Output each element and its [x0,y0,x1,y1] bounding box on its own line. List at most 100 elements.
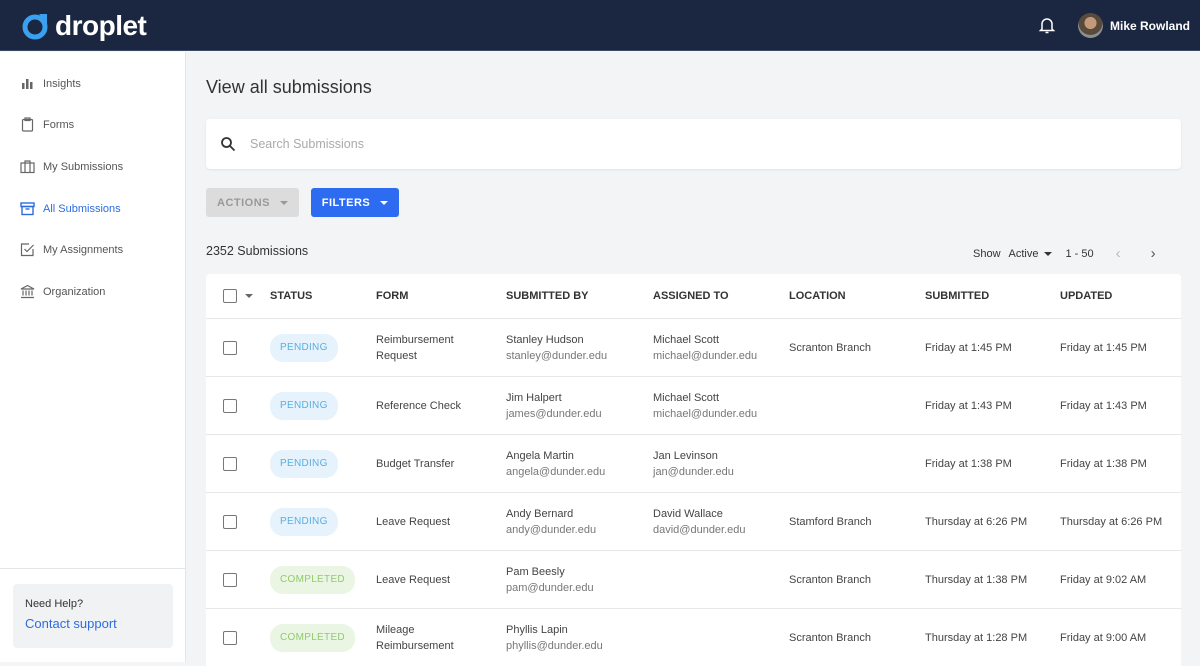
submitted-by-name: Angela Martin [506,449,574,462]
next-page-icon[interactable]: › [1150,245,1156,262]
form-name: Mileage Reimbursement [376,623,454,652]
sidebar-item-label: My Submissions [43,160,124,173]
user-name: Mike Rowland [1110,18,1191,33]
submitted-by-name: Pam Beesly [506,565,565,578]
column-header[interactable]: UPDATED [1060,290,1113,302]
prev-page-icon[interactable]: ‹ [1115,245,1121,262]
assigned-to-email: michael@dunder.edu [653,349,758,362]
app-name: droplet [55,10,147,41]
assigned-to-name: David Wallace [653,507,723,520]
form-name: Leave Request [376,515,450,528]
show-value: Active [1008,247,1039,260]
submitted-by-email: andy@dunder.edu [506,523,597,536]
top-bar: droplet Mike Rowland [0,0,1200,51]
column-header[interactable]: FORM [376,290,409,302]
sidebar-item-forms[interactable]: Forms [20,117,74,132]
droplet-logo-icon [22,14,48,40]
submitted-by-email: phyllis@dunder.edu [506,639,603,652]
bell-icon[interactable] [1037,15,1057,40]
actions-label: ACTIONS [217,196,270,209]
row-checkbox[interactable] [223,398,237,413]
avatar [1078,13,1103,38]
submitted-by-email: pam@dunder.edu [506,581,594,594]
form-name: Reference Check [376,399,461,412]
column-header[interactable]: SUBMITTED [925,290,990,302]
assigned-to-email: jan@dunder.edu [653,465,734,478]
location: Scranton Branch [789,631,871,644]
submitted-by-name: Stanley Hudson [506,333,584,346]
filters-label: FILTERS [321,196,371,209]
table-header: STATUS FORM SUBMITTED BY ASSIGNED TO LOC… [206,274,1181,318]
row-checkbox[interactable] [223,340,237,355]
caret-down-icon [280,200,288,205]
location: Scranton Branch [789,341,871,354]
sidebar: Insights Forms My Submissions All Submis… [0,52,186,662]
logo[interactable]: droplet [21,10,147,42]
column-header[interactable]: ASSIGNED TO [653,290,729,302]
sidebar-item-all-submissions[interactable]: All Submissions [20,201,121,216]
filters-button[interactable]: FILTERS [311,188,399,217]
caret-down-icon [380,200,389,205]
column-header[interactable]: STATUS [270,290,313,302]
show-select[interactable]: Active [1009,248,1052,260]
updated-time: Friday at 1:45 PM [1060,341,1147,354]
actions-button[interactable]: ACTIONS [206,188,299,217]
submissions-table: STATUS FORM SUBMITTED BY ASSIGNED TO LOC… [206,274,1181,666]
form-name: Leave Request [376,573,450,586]
sidebar-item-my-submissions[interactable]: My Submissions [20,159,123,174]
form-name: Budget Transfer [376,457,455,470]
search-input[interactable] [250,137,1050,151]
pagination: Show Active 1 - 50 ‹ › [973,245,1156,262]
user-menu[interactable]: Mike Rowland [1078,13,1190,38]
contact-support-link[interactable]: Contact support [25,616,117,631]
updated-time: Friday at 9:00 AM [1060,631,1147,644]
submitted-time: Friday at 1:43 PM [925,399,1012,412]
status-badge: PENDING [270,391,338,420]
assigned-to-name: Jan Levinson [653,449,718,462]
assigned-to-name: Michael Scott [653,391,720,404]
table-row[interactable]: PENDING Reference Check Jim Halpert james… [206,376,1181,434]
submitted-time: Friday at 1:45 PM [925,341,1012,354]
bank-icon [20,284,35,299]
sidebar-item-organization[interactable]: Organization [20,284,105,299]
row-checkbox[interactable] [223,456,237,471]
submission-count: 2352 Submissions [206,244,309,258]
divider [0,568,186,569]
sidebar-item-label: All Submissions [43,202,121,215]
caret-down-icon[interactable] [245,294,253,298]
table-row[interactable]: PENDING Leave Request Andy Bernard andy@d… [206,492,1181,550]
sidebar-item-label: Insights [43,77,81,90]
row-checkbox[interactable] [223,514,237,529]
submitted-by-email: stanley@dunder.edu [506,349,608,362]
caret-down-icon [1043,251,1052,256]
table-row[interactable]: PENDING Reimbursement Request Stanley Hu… [206,318,1181,376]
submitted-time: Thursday at 6:26 PM [925,515,1028,528]
select-all-checkbox[interactable] [223,289,237,303]
clipboard-icon [21,117,34,132]
sidebar-item-my-assignments[interactable]: My Assignments [20,242,123,257]
column-header[interactable]: LOCATION [789,290,846,302]
updated-time: Friday at 9:02 AM [1060,573,1147,586]
status-badge: COMPLETED [270,623,355,652]
updated-time: Thursday at 6:26 PM [1060,515,1163,528]
form-name: Reimbursement Request [376,333,454,362]
submitted-by-email: angela@dunder.edu [506,465,606,478]
assigned-to-email: david@dunder.edu [653,523,746,536]
column-header[interactable]: SUBMITTED BY [506,290,589,302]
table-row[interactable]: COMPLETED Leave Request Pam Beesly pam@du… [206,550,1181,608]
search-bar [206,119,1181,169]
help-title: Need Help? [25,598,84,610]
sidebar-item-insights[interactable]: Insights [20,76,81,91]
table-row[interactable]: COMPLETED Mileage Reimbursement Phyllis … [206,608,1181,666]
updated-time: Friday at 1:38 PM [1060,457,1147,470]
row-checkbox[interactable] [223,630,237,645]
status-badge: PENDING [270,507,338,536]
location: Scranton Branch [789,573,871,586]
status-badge: PENDING [270,333,338,362]
table-row[interactable]: PENDING Budget Transfer Angela Martin ang… [206,434,1181,492]
submitted-time: Thursday at 1:38 PM [925,573,1028,586]
bar-chart-icon [22,79,33,89]
row-checkbox[interactable] [223,572,237,587]
sidebar-item-label: Organization [43,285,106,298]
submitted-by-email: james@dunder.edu [506,407,602,420]
